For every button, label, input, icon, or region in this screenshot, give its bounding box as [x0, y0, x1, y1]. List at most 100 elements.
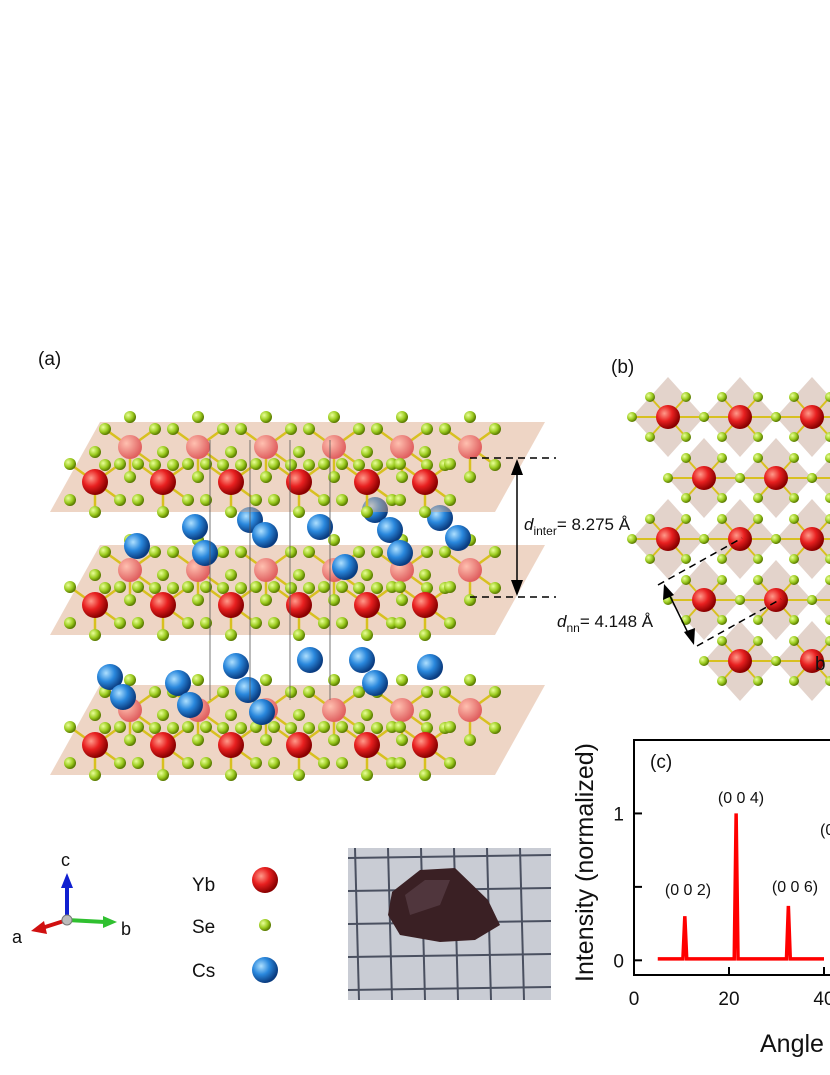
- se-atom: [217, 686, 229, 698]
- yb-atom: [390, 698, 414, 722]
- se-atom: [825, 514, 830, 524]
- se-atom: [235, 582, 247, 594]
- cs-atom: [307, 514, 333, 540]
- se-atom: [419, 769, 431, 781]
- se-atom: [807, 595, 817, 605]
- se-atom: [353, 459, 365, 471]
- grid-line: [347, 986, 552, 991]
- layer: [50, 534, 545, 641]
- se-atom: [419, 709, 431, 721]
- se-atom: [439, 423, 451, 435]
- yb-atom: [118, 435, 142, 459]
- yb-atom: [800, 527, 824, 551]
- se-atom: [717, 615, 727, 625]
- yb-atom: [390, 435, 414, 459]
- se-atom: [99, 459, 111, 471]
- se-atom: [627, 412, 637, 422]
- se-atom: [64, 721, 76, 733]
- x-tick-label: 20: [718, 989, 739, 1010]
- se-atom: [361, 569, 373, 581]
- se-atom: [807, 473, 817, 483]
- se-atom: [645, 554, 655, 564]
- se-atom: [789, 636, 799, 646]
- se-atom: [132, 757, 144, 769]
- se-atom: [419, 446, 431, 458]
- symbol: d: [557, 612, 567, 631]
- se-atom: [753, 554, 763, 564]
- yb-atom: [322, 698, 346, 722]
- se-atom: [182, 757, 194, 769]
- subscript: nn: [566, 621, 579, 635]
- se-atom: [225, 506, 237, 518]
- se-atom: [99, 582, 111, 594]
- se-atom: [336, 757, 348, 769]
- se-atom: [293, 769, 305, 781]
- se-atom: [336, 581, 348, 593]
- yb-atom: [412, 732, 438, 758]
- se-atom: [318, 617, 330, 629]
- yb-atom: [656, 527, 680, 551]
- se-atom: [444, 494, 456, 506]
- arrow-head: [31, 921, 47, 934]
- se-atom: [64, 494, 76, 506]
- yb-atom: [150, 732, 176, 758]
- se-atom: [303, 582, 315, 594]
- yb-atom: [218, 732, 244, 758]
- se-atom: [217, 546, 229, 558]
- se-atom: [489, 582, 501, 594]
- yb-atom: [692, 588, 716, 612]
- se-atom: [318, 757, 330, 769]
- se-atom: [217, 582, 229, 594]
- se-atom: [293, 569, 305, 581]
- x-axis-title: Angle: [760, 1030, 824, 1058]
- se-atom: [250, 757, 262, 769]
- se-atom: [200, 617, 212, 629]
- se-atom: [681, 514, 691, 524]
- se-atom: [825, 575, 830, 585]
- se-atom: [753, 615, 763, 625]
- se-atom: [114, 458, 126, 470]
- compass-label: a: [12, 927, 23, 947]
- cs-atom: [362, 670, 388, 696]
- se-atom: [157, 506, 169, 518]
- cs-atom: [377, 517, 403, 543]
- xrd-line: [657, 813, 824, 961]
- crystal-structures: [50, 377, 830, 781]
- cs-atom: [252, 522, 278, 548]
- yb-atom: [218, 592, 244, 618]
- yb-atom: [82, 592, 108, 618]
- se-atom: [285, 722, 297, 734]
- se-atom: [167, 423, 179, 435]
- se-atom: [717, 575, 727, 585]
- se-atom: [132, 458, 144, 470]
- se-atom: [114, 581, 126, 593]
- se-atom: [192, 734, 204, 746]
- se-atom: [157, 629, 169, 641]
- se-atom: [789, 676, 799, 686]
- se-atom: [124, 411, 136, 423]
- se-atom: [717, 453, 727, 463]
- se-atom: [157, 569, 169, 581]
- se-atom: [285, 423, 297, 435]
- yb-atom: [118, 558, 142, 582]
- se-atom: [182, 458, 194, 470]
- legend-swatch: [252, 957, 278, 983]
- panel-label: (a): [38, 349, 61, 370]
- se-atom: [250, 458, 262, 470]
- peak-label: (0 0 4): [718, 790, 764, 807]
- se-atom: [444, 721, 456, 733]
- se-atom: [235, 546, 247, 558]
- se-atom: [361, 629, 373, 641]
- se-atom: [200, 581, 212, 593]
- se-atom: [124, 594, 136, 606]
- se-atom: [735, 595, 745, 605]
- b-axis: [66, 918, 106, 924]
- panel-label: (b): [611, 357, 634, 378]
- se-atom: [285, 459, 297, 471]
- se-atom: [371, 546, 383, 558]
- yb-atom: [728, 405, 752, 429]
- se-atom: [353, 686, 365, 698]
- se-atom: [789, 554, 799, 564]
- yb-atom: [458, 698, 482, 722]
